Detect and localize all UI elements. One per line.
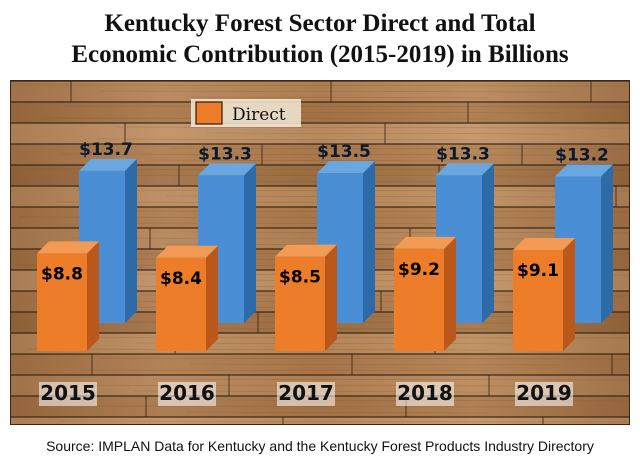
chart-title-line-2: Economic Contribution (2015-2019) in Bil… [71, 41, 569, 68]
wood-plank [11, 81, 629, 102]
direct-bar-top [156, 245, 218, 258]
wood-grain [95, 405, 560, 408]
wood-grain [96, 138, 490, 141]
category-label-highlight [396, 382, 454, 406]
direct-data-label: $9.1 [517, 261, 559, 281]
category-label: 2016 [159, 381, 215, 405]
wood-plank [11, 123, 629, 144]
category-label-highlight [158, 382, 216, 406]
total-data-label: $13.3 [198, 144, 252, 164]
total-bar-top [436, 163, 494, 176]
chart-title: Kentucky Forest Sector Direct and Total … [0, 8, 640, 70]
wood-grain [59, 153, 560, 156]
wood-grain [116, 126, 629, 129]
wood-plank [11, 102, 629, 123]
legend-swatch-direct [195, 101, 223, 125]
category-label-highlight [39, 382, 97, 406]
total-data-label: $13.7 [79, 140, 133, 160]
total-bar-side [482, 163, 494, 323]
direct-bar [394, 248, 444, 351]
direct-bar-side [563, 237, 575, 351]
direct-bar-top [37, 241, 99, 254]
total-bar-top [317, 161, 375, 174]
wood-grain [181, 231, 629, 234]
total-bar-top [79, 158, 137, 171]
chart-title-line-1: Kentucky Forest Sector Direct and Total [104, 10, 536, 37]
direct-bar [513, 249, 563, 351]
legend: Direct [191, 99, 301, 127]
wood-grain [190, 96, 490, 99]
source-note: Source: IMPLAN Data for Kentucky and the… [46, 438, 594, 454]
wood-grain [189, 363, 560, 366]
wood-grain [79, 369, 490, 372]
direct-bar-top [394, 236, 456, 249]
category-label: 2017 [278, 381, 334, 405]
total-bar-side [125, 158, 137, 323]
direct-bar [275, 256, 325, 351]
total-bar-top [198, 163, 256, 176]
wood-grain [63, 105, 629, 108]
total-data-label: $13.3 [436, 144, 490, 164]
direct-data-label: $8.5 [279, 268, 321, 288]
plot-area: $13.7 $8.8 2015 $13.3 $8.4 2016 $13.5 $8.5 2017 $… [10, 80, 630, 425]
total-bar-top [555, 164, 613, 177]
category-label: 2019 [516, 381, 572, 405]
direct-bar-side [444, 236, 456, 351]
direct-bar [156, 257, 206, 351]
direct-bar [37, 253, 87, 351]
total-bar-side [601, 164, 613, 323]
wood-plank [11, 417, 629, 424]
total-data-label: $13.2 [555, 145, 609, 165]
legend-label-direct: Direct [232, 105, 286, 125]
wood-plank [11, 354, 629, 375]
wood-grain [169, 147, 629, 150]
wood-plank [11, 144, 629, 165]
category-label: 2018 [397, 381, 453, 405]
wood-grain [152, 378, 629, 381]
direct-bar-side [206, 245, 218, 351]
total-bar-side [244, 163, 256, 323]
wood-grain [149, 159, 490, 162]
wood-grain [99, 357, 629, 360]
direct-bar-top [275, 244, 337, 257]
direct-bar-side [87, 241, 99, 351]
direct-bar-top [513, 237, 575, 250]
direct-data-label: $9.2 [398, 260, 440, 280]
total-bar-side [363, 161, 375, 323]
total-data-label: $13.5 [317, 142, 371, 162]
category-label-highlight [515, 382, 573, 406]
wood-grain [206, 132, 560, 135]
bar-chart-svg: $13.7 $8.8 2015 $13.3 $8.4 2016 $13.5 $8.5 2017 $… [11, 81, 629, 424]
wood-grain [11, 84, 629, 87]
wood-grain [58, 420, 629, 423]
category-label: 2015 [40, 381, 96, 405]
direct-data-label: $8.8 [41, 264, 83, 284]
category-label-highlight [277, 382, 335, 406]
bars-layer: $13.7 $8.8 2015 $13.3 $8.4 2016 $13.5 $8.5 2017 $… [37, 140, 613, 406]
wood-grain [100, 90, 560, 93]
wood-grain [185, 411, 490, 414]
direct-data-label: $8.4 [160, 269, 202, 289]
wood-grain [108, 222, 490, 225]
direct-bar-side [325, 244, 337, 351]
